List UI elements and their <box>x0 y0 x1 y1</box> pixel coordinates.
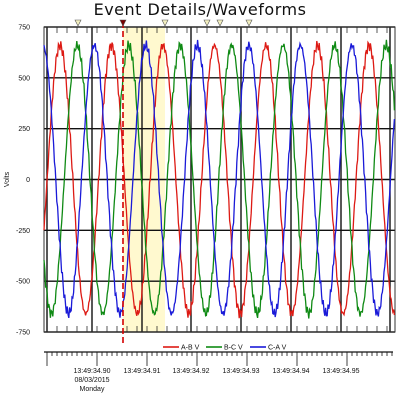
y-tick-label: -250 <box>16 228 30 235</box>
y-tick-label: -500 <box>16 279 30 286</box>
y-axis-label: Volts <box>4 171 11 187</box>
series-line-b-c-v <box>43 39 396 319</box>
x-tick-sublabel: 08/03/2015 <box>74 377 109 384</box>
trigger-marker[interactable] <box>245 19 253 27</box>
x-tick-label: 13:49:34.90 <box>74 368 111 375</box>
x-tick-label: 13:49:34.92 <box>173 368 210 375</box>
y-tick-label: 750 <box>18 25 30 32</box>
trigger-marker[interactable] <box>119 19 127 27</box>
y-tick-label: 0 <box>26 177 30 184</box>
y-tick-label: 500 <box>18 75 30 82</box>
legend-label: C-A V <box>268 345 287 352</box>
trigger-marker[interactable] <box>161 19 169 27</box>
x-tick-sublabel: Monday <box>80 386 105 393</box>
plot-border <box>43 26 396 333</box>
trigger-marker[interactable] <box>203 19 211 27</box>
x-tick-label: 13:49:34.95 <box>323 368 360 375</box>
window-title: Event Details/Waveforms <box>93 0 307 19</box>
legend-label: B-C V <box>224 345 243 352</box>
legend-label: A-B V <box>181 345 200 352</box>
series-line-a-b-v <box>43 40 396 319</box>
x-tick-label: 13:49:34.93 <box>223 368 260 375</box>
x-tick-label: 13:49:34.94 <box>273 368 310 375</box>
y-tick-label: 250 <box>18 126 30 133</box>
y-tick-label: -750 <box>16 330 30 337</box>
trigger-marker[interactable] <box>74 19 82 27</box>
x-tick-label: 13:49:34.91 <box>124 368 161 375</box>
trigger-marker[interactable] <box>216 19 224 27</box>
series-line-c-a-v <box>43 39 396 319</box>
